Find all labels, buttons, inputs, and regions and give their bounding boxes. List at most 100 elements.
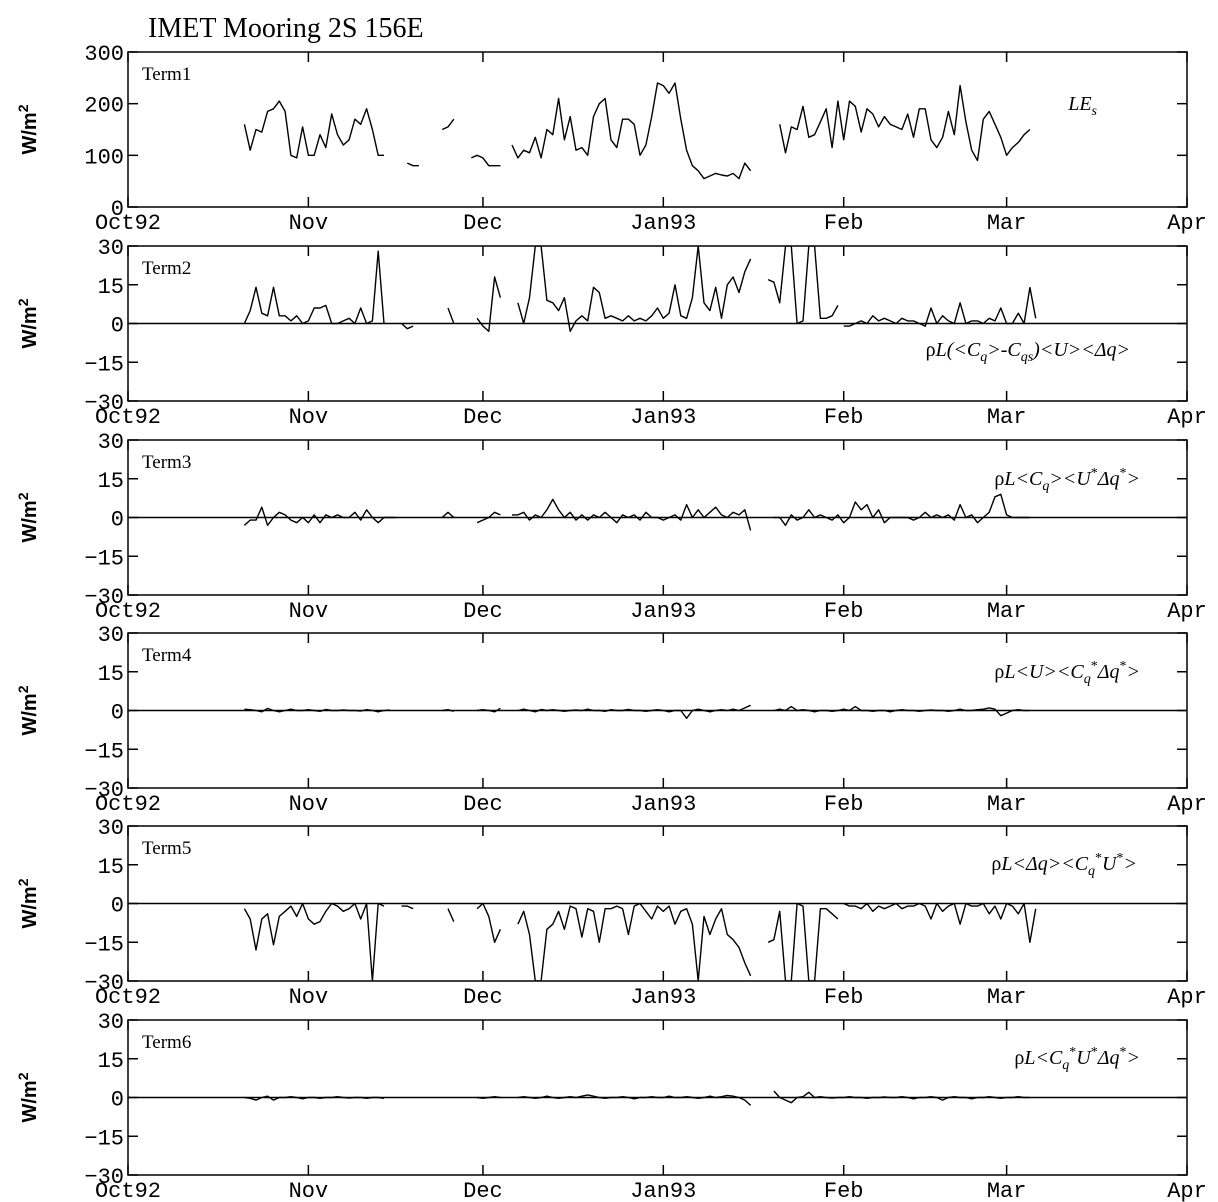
x-tick-label: Dec bbox=[463, 405, 503, 430]
x-tick-label: Oct92 bbox=[95, 599, 161, 624]
series-line bbox=[767, 902, 839, 981]
panel-1: 0 100 200 300 Oct92 Nov Dec Jan93 Feb Mar Apr W/m2 T… bbox=[15, 42, 1207, 236]
series bbox=[244, 704, 1030, 719]
series-line bbox=[401, 322, 414, 330]
y-tick-label: −15 bbox=[84, 739, 124, 764]
figure-title: IMET Mooring 2S 156E bbox=[148, 13, 424, 44]
series-line bbox=[407, 162, 419, 167]
series-line bbox=[1029, 287, 1037, 319]
panel-annotation: ρL(<Cq>-Cqs)<U><Δq> bbox=[926, 339, 1130, 365]
series bbox=[244, 1090, 1030, 1106]
x-tick-label: Mar bbox=[987, 1179, 1027, 1202]
y-axis-label: W/m2 bbox=[15, 685, 41, 735]
series-line bbox=[243, 250, 385, 325]
y-tick-label: −15 bbox=[84, 352, 124, 377]
series-line bbox=[511, 82, 752, 180]
y-tick-label: −30 bbox=[84, 971, 124, 996]
y-tick-label: −30 bbox=[84, 585, 124, 610]
x-tick-label: Apr bbox=[1167, 211, 1207, 236]
series-line bbox=[471, 154, 501, 167]
x-tick-label: Nov bbox=[289, 1179, 329, 1202]
y-tick-label: 15 bbox=[98, 469, 124, 494]
x-tick-label: Nov bbox=[289, 792, 329, 817]
series-line bbox=[447, 307, 455, 324]
y-tick-label: 30 bbox=[98, 430, 124, 455]
series-line bbox=[477, 1095, 501, 1100]
series-line bbox=[244, 1095, 385, 1101]
x-tick-label: Mar bbox=[987, 985, 1027, 1010]
series-line bbox=[441, 511, 455, 519]
y-tick-label: 0 bbox=[111, 314, 124, 339]
panel-label: Term3 bbox=[142, 452, 191, 473]
y-tick-label: 30 bbox=[98, 623, 124, 648]
y-tick-label: 30 bbox=[98, 1010, 124, 1035]
x-tick-label: Apr bbox=[1167, 792, 1207, 817]
y-tick-label: −30 bbox=[84, 1165, 124, 1190]
x-tick-label: Oct92 bbox=[95, 211, 161, 236]
series bbox=[243, 82, 1031, 180]
series bbox=[243, 246, 1037, 332]
y-tick-label: 0 bbox=[111, 894, 124, 919]
series-line bbox=[401, 905, 414, 910]
series-line bbox=[843, 902, 1037, 943]
x-tick-label: Apr bbox=[1167, 985, 1207, 1010]
panel-4: −30 −15 0 15 30 Oct92 Nov Dec Jan93 Feb Mar Apr W/m2… bbox=[15, 623, 1207, 817]
series-line bbox=[773, 1090, 1030, 1104]
x-tick-label: Feb bbox=[824, 985, 864, 1010]
x-tick-label: Mar bbox=[987, 211, 1027, 236]
x-tick-label: Jan93 bbox=[630, 211, 696, 236]
x-tick-label: Mar bbox=[987, 599, 1027, 624]
series-line bbox=[517, 1094, 752, 1106]
x-tick-label: Feb bbox=[824, 1179, 864, 1202]
panel-label: Term1 bbox=[142, 64, 191, 85]
panel-annotation: ρL<Cq*U*Δq*> bbox=[1014, 1045, 1140, 1073]
panel-label: Term4 bbox=[142, 645, 192, 666]
series-line bbox=[517, 902, 752, 981]
x-tick-label: Jan93 bbox=[630, 599, 696, 624]
panel-annotation: ρL<Δq><Cq*U*> bbox=[991, 851, 1137, 879]
x-tick-label: Apr bbox=[1167, 1179, 1207, 1202]
y-tick-label: 15 bbox=[98, 855, 124, 880]
series-line bbox=[476, 276, 502, 332]
x-tick-label: Nov bbox=[289, 985, 329, 1010]
x-tick-label: Feb bbox=[824, 599, 864, 624]
x-tick-label: Nov bbox=[289, 405, 329, 430]
series-line bbox=[779, 84, 1031, 162]
series bbox=[243, 493, 1030, 531]
y-tick-label: 0 bbox=[111, 508, 124, 533]
x-tick-label: Jan93 bbox=[630, 405, 696, 430]
panel-annotation: LEs bbox=[1067, 93, 1097, 119]
x-tick-label: Jan93 bbox=[630, 1179, 696, 1202]
panel-label: Term6 bbox=[142, 1032, 191, 1053]
x-tick-label: Jan93 bbox=[630, 792, 696, 817]
y-tick-label: 15 bbox=[98, 1049, 124, 1074]
x-tick-label: Oct92 bbox=[95, 792, 161, 817]
y-tick-label: −30 bbox=[84, 778, 124, 803]
series-line bbox=[517, 704, 751, 719]
x-tick-label: Dec bbox=[463, 599, 503, 624]
x-tick-label: Mar bbox=[987, 405, 1027, 430]
y-tick-label: 0 bbox=[111, 1088, 124, 1113]
y-axis-label: W/m2 bbox=[15, 492, 41, 542]
y-tick-label: 100 bbox=[84, 145, 124, 170]
panel-label: Term5 bbox=[142, 838, 191, 859]
y-axis-label: W/m2 bbox=[15, 1072, 41, 1122]
x-tick-label: Jan93 bbox=[630, 985, 696, 1010]
y-tick-label: 30 bbox=[98, 816, 124, 841]
y-tick-label: 30 bbox=[98, 236, 124, 261]
x-tick-label: Nov bbox=[289, 211, 329, 236]
panel-3: −30 −15 0 15 30 Oct92 Nov Dec Jan93 Feb Mar Apr W/m2… bbox=[15, 430, 1207, 624]
panel-6: −30 −15 0 15 30 Oct92 Nov Dec Jan93 Feb Mar Apr W/m2… bbox=[15, 1010, 1207, 1202]
series-line bbox=[773, 493, 1030, 526]
series bbox=[243, 902, 1037, 981]
y-tick-label: 15 bbox=[98, 662, 124, 687]
series-line bbox=[477, 707, 501, 713]
x-tick-label: Feb bbox=[824, 405, 864, 430]
x-tick-label: Oct92 bbox=[95, 985, 161, 1010]
series-line bbox=[843, 287, 1031, 327]
x-tick-label: Dec bbox=[463, 792, 503, 817]
series-line bbox=[517, 246, 752, 332]
series-line bbox=[476, 511, 501, 524]
series-line bbox=[767, 246, 839, 325]
